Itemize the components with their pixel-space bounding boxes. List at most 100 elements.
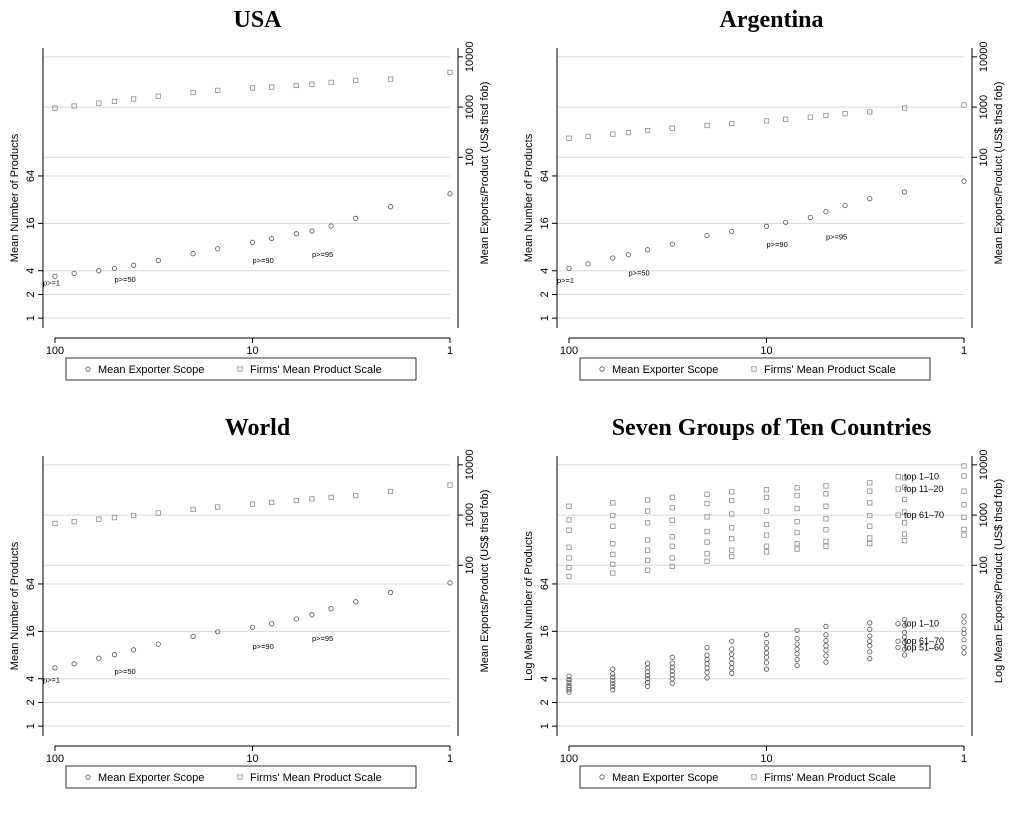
y2-tick-label: 1000 (978, 95, 990, 119)
annotation: p>=1 (43, 675, 60, 684)
data-point-square (644, 520, 651, 526)
annotation: p>=90 (253, 642, 274, 651)
data-point-circle (610, 680, 616, 686)
group-label-marker (895, 486, 901, 492)
data-point-square (644, 557, 651, 564)
group-label: top 1–10 (904, 619, 939, 629)
data-point-square (794, 485, 800, 491)
data-point-square (610, 570, 616, 576)
y2-tick-label: 100 (978, 148, 990, 166)
data-point-square (669, 505, 675, 511)
y-tick-label: 64 (25, 578, 37, 590)
annotation: p>=50 (628, 268, 649, 277)
data-point-square (961, 488, 967, 494)
data-point-circle (566, 677, 572, 683)
data-point-square (669, 543, 675, 549)
data-point-circle (961, 644, 967, 651)
data-point-circle (961, 626, 967, 632)
legend-box (579, 357, 931, 381)
data-point-circle (566, 265, 572, 271)
data-point-circle (763, 645, 770, 651)
data-point-square (901, 484, 908, 490)
data-point-circle (704, 675, 710, 681)
data-point-circle (353, 215, 359, 221)
data-point-square (763, 494, 770, 500)
data-point-circle (215, 246, 221, 252)
legend-marker-square (237, 774, 243, 780)
chart-title: USA (233, 7, 282, 33)
y-tick-label: 4 (539, 268, 551, 274)
data-point-square (867, 512, 873, 519)
data-point-square (961, 473, 967, 479)
data-point-square (566, 555, 572, 561)
data-point-square (669, 563, 675, 570)
data-point-square (130, 512, 137, 519)
legend-marker-circle (85, 774, 91, 780)
data-point-square (566, 544, 572, 550)
data-point-circle (961, 650, 967, 656)
data-point-circle (190, 633, 196, 640)
data-point-circle (901, 622, 908, 629)
data-point-square (190, 506, 196, 512)
annotation: p>=1 (43, 278, 60, 287)
data-point-circle (155, 641, 161, 647)
legend-label: Mean Exporter Scope (98, 772, 204, 784)
data-point-circle (961, 178, 967, 184)
data-point-square (644, 547, 651, 553)
y2-axis-label: Mean Exports/Product (US$ thsd fob) (479, 82, 491, 265)
data-point-circle (610, 687, 616, 693)
data-point-square (71, 103, 77, 109)
y-tick-label: 1 (25, 315, 37, 321)
data-point-circle (447, 191, 453, 197)
x-tick-label: 100 (46, 753, 64, 765)
data-point-square (447, 69, 453, 76)
legend-marker-circle (599, 774, 605, 780)
data-point-square (794, 541, 800, 547)
data-point-circle (961, 637, 967, 643)
data-point-square (763, 549, 770, 555)
legend-label: Firms' Mean Product Scale (250, 364, 382, 376)
data-point-circle (704, 232, 710, 239)
data-point-circle (625, 252, 632, 258)
data-point-circle (729, 660, 735, 666)
data-point-square (215, 504, 221, 510)
data-point-square (794, 519, 800, 525)
data-point-circle (215, 629, 221, 635)
legend-marker-circle (85, 366, 91, 372)
data-point-circle (644, 683, 651, 689)
x-tick-label: 100 (560, 753, 578, 765)
data-point-square (763, 487, 770, 493)
data-point-square (155, 510, 161, 516)
data-point-square (763, 508, 770, 514)
data-point-circle (387, 589, 394, 595)
data-point-square (729, 120, 735, 127)
data-point-square (823, 491, 829, 497)
data-point-square (669, 555, 675, 561)
x-tick-label: 10 (760, 345, 772, 357)
data-point-square (447, 482, 453, 488)
y-tick-label: 2 (25, 291, 37, 297)
x-tick-label: 1 (961, 345, 967, 357)
y-axis-label: Mean Number of Products (523, 133, 535, 262)
chart-seven-groups: 1 2 4 16 64 100 1000 10000 100 10 1 Seven Groups of… (523, 415, 1005, 789)
data-point-square (704, 491, 710, 497)
data-point-square (610, 561, 616, 567)
data-point-circle (353, 599, 359, 605)
group-label-marker (895, 621, 901, 627)
data-point-circle (794, 646, 800, 652)
data-point-square (610, 500, 616, 506)
data-point-circle (729, 656, 735, 662)
y-axis-label: Log Mean Number of Products (523, 531, 535, 681)
data-point-circle (269, 235, 275, 242)
data-point-circle (867, 638, 873, 644)
panel-world: 1241664100100010000100101WorldFirm Perce… (0, 408, 514, 816)
group-label-marker (895, 474, 901, 480)
data-point-square (52, 105, 58, 111)
data-point-circle (644, 676, 651, 682)
legend-label: Mean Exporter Scope (98, 364, 204, 376)
data-point-circle (610, 666, 616, 672)
data-point-circle (328, 223, 334, 229)
data-point-square (901, 475, 908, 481)
data-point-square (763, 543, 770, 549)
data-point-square (729, 553, 735, 560)
